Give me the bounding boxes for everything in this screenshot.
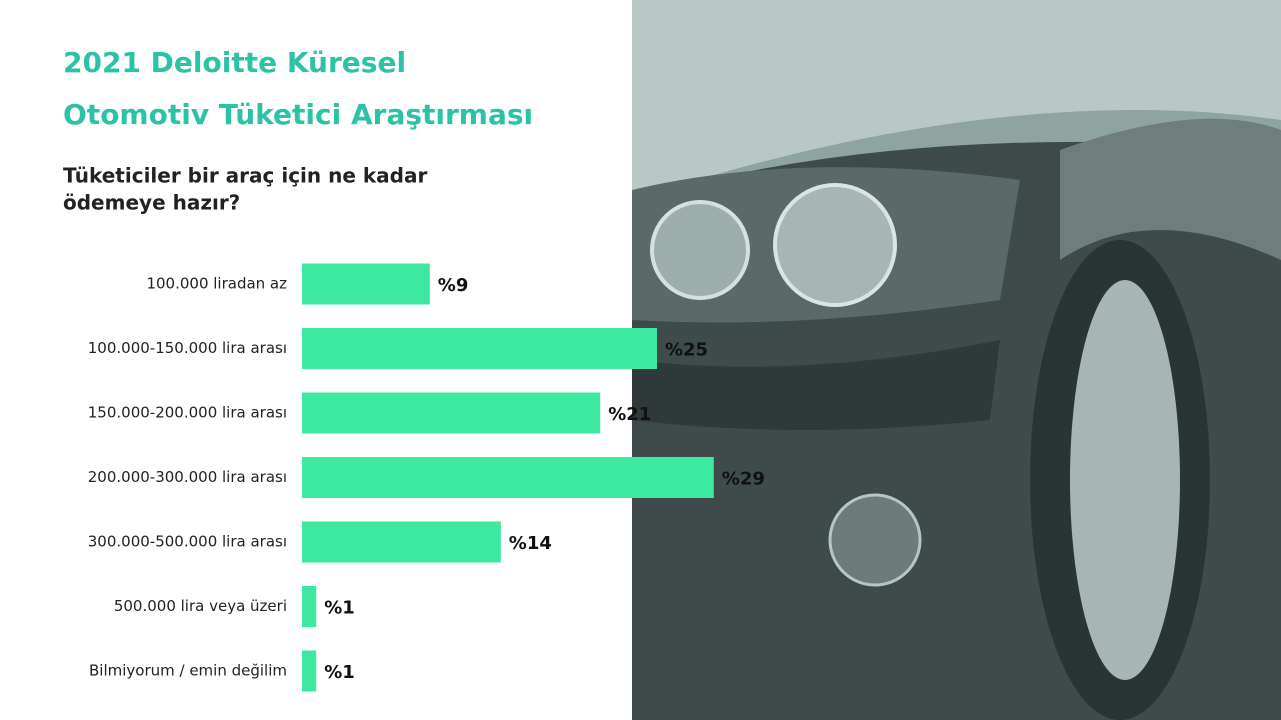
category-label: 100.000-150.000 lira arası [88,339,287,357]
value-label: %9 [438,275,469,296]
bar [302,521,501,563]
chart-title: 2021 Deloitte Küresel [63,46,406,79]
value-label: %21 [608,404,651,425]
category-label: 150.000-200.000 lira arası [88,404,287,422]
value-label: %29 [722,469,765,490]
category-label: Bilmiyorum / emin değilim [89,662,287,680]
chart-title: Otomotiv Tüketici Araştırması [63,98,533,131]
bar [302,457,714,498]
bar [302,328,657,369]
bar [302,263,430,305]
value-label: %1 [324,598,355,619]
bar [302,586,317,627]
bar [302,650,317,692]
value-label: %14 [509,533,552,554]
value-label: %25 [665,340,708,361]
chart-subtitle: Tüketiciler bir araç için ne kadar [63,164,427,188]
value-label: %1 [324,662,355,683]
category-label: 500.000 lira veya üzeri [114,597,287,615]
bar [302,392,601,434]
category-label: 100.000 liradan az [146,275,287,293]
category-label: 300.000-500.000 lira arası [88,533,287,551]
category-label: 200.000-300.000 lira arası [88,468,287,486]
car-photo [632,0,1281,720]
chart-subtitle: ödemeye hazır? [63,191,240,215]
